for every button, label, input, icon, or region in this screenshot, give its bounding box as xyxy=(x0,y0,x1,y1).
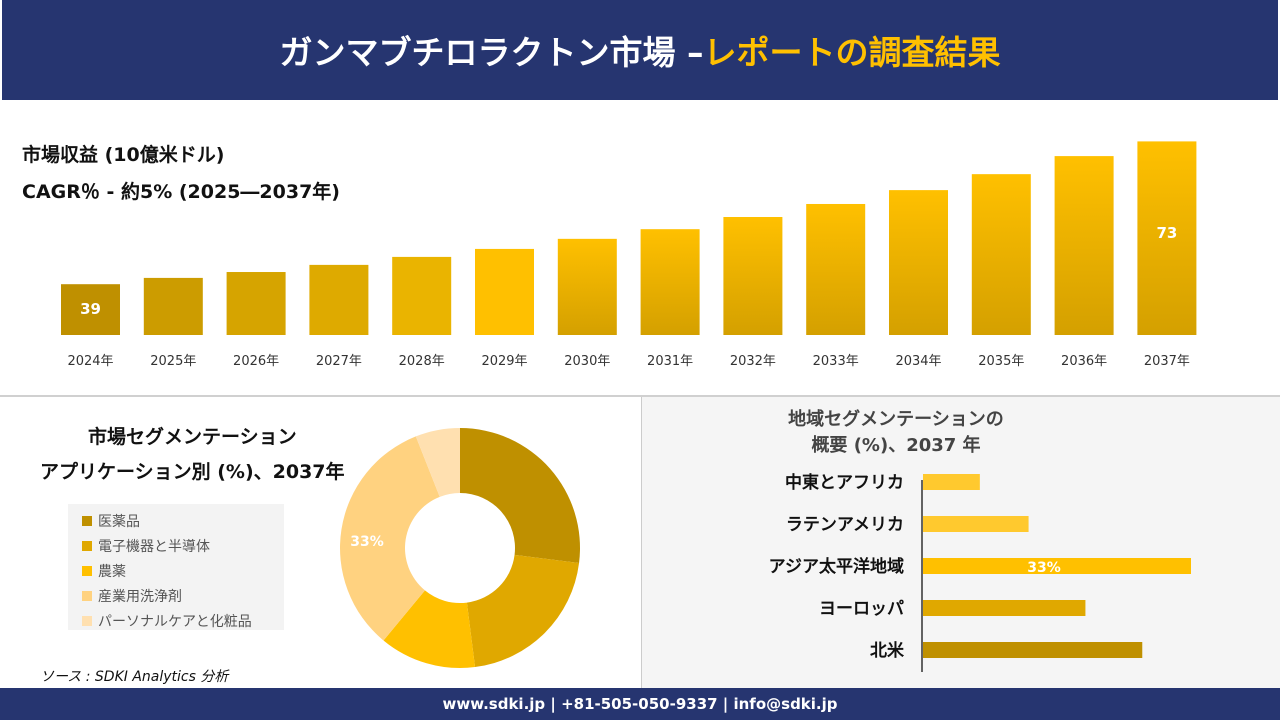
legend-swatch xyxy=(82,590,92,601)
legend-swatch xyxy=(82,565,92,576)
donut-slice xyxy=(466,554,580,668)
legend-item: 農薬 xyxy=(82,558,284,583)
donut-slice xyxy=(460,428,580,564)
revenue-bar xyxy=(640,229,700,335)
region-data-label: 33% xyxy=(1027,560,1061,576)
year-tick-label: 2035年 xyxy=(978,354,1024,369)
footer-contact: www.sdki.jp | +81-505-050-9337 | info@sd… xyxy=(0,688,1280,720)
region-bar xyxy=(923,474,980,490)
revenue-bar xyxy=(971,174,1031,335)
revenue-bar xyxy=(1054,156,1114,335)
year-tick-label: 2028年 xyxy=(399,354,445,369)
year-tick-label: 2036年 xyxy=(1061,354,1107,369)
application-title-2: アプリケーション別 (%)、2037年 xyxy=(40,461,345,483)
region-label: ヨーロッパ xyxy=(819,599,904,619)
header-banner: ガンマブチロラクトン市場 – レポートの調査結果 xyxy=(2,0,1278,100)
legend-item: 電子機器と半導体 xyxy=(82,533,284,558)
year-tick-label: 2037年 xyxy=(1144,354,1190,369)
legend-swatch xyxy=(82,540,92,551)
revenue-bar xyxy=(1137,141,1197,335)
application-legend: 医薬品電子機器と半導体 農薬産業用洗浄剤パーソナルケアと化粧品 xyxy=(68,504,284,630)
revenue-bar xyxy=(806,203,866,335)
legend-item: 産業用洗浄剤 xyxy=(82,583,284,608)
year-tick-label: 2032年 xyxy=(730,354,776,369)
revenue-bar xyxy=(889,190,948,335)
region-title-2: 概要 (%)、2037 年 xyxy=(811,435,981,456)
donut-slice xyxy=(340,436,440,641)
region-bar xyxy=(923,558,1191,574)
year-tick-label: 2030年 xyxy=(564,354,610,369)
region-bar xyxy=(923,516,1029,532)
legend-label: 医薬品 xyxy=(98,513,140,530)
legend-swatch xyxy=(82,515,92,526)
year-tick-label: 2024年 xyxy=(67,354,113,369)
title-highlight: レポートの調査結果 xyxy=(703,33,1001,72)
divider xyxy=(0,395,1280,397)
year-tick-label: 2025年 xyxy=(150,354,196,369)
bar-data-label: 73 xyxy=(1156,224,1177,242)
year-tick-label: 2034年 xyxy=(895,354,941,369)
year-tick-label: 2031年 xyxy=(647,354,693,369)
region-bar xyxy=(923,642,1143,658)
region-label: 北米 xyxy=(870,640,905,661)
cagr-label: CAGR％ - 約5% (2025―2037年) xyxy=(22,181,340,203)
bar-data-label: 39 xyxy=(80,300,101,318)
revenue-bar xyxy=(557,238,617,335)
region-title-1: 地域セグメンテーションの xyxy=(788,409,1004,430)
revenue-bar xyxy=(226,272,286,335)
legend-item: パーソナルケアと化粧品 xyxy=(82,608,284,633)
application-title-1: 市場セグメンテーション xyxy=(88,426,297,448)
legend-label: 電子機器と半導体 xyxy=(98,538,210,555)
year-tick-label: 2027年 xyxy=(316,354,362,369)
legend-label: パーソナルケアと化粧品 xyxy=(98,613,252,630)
revenue-bar xyxy=(392,256,452,335)
revenue-bar xyxy=(143,277,203,335)
revenue-bar xyxy=(475,248,534,335)
year-tick-label: 2033年 xyxy=(813,354,859,369)
year-tick-label: 2026年 xyxy=(233,354,279,369)
legend-item: 医薬品 xyxy=(82,508,284,533)
region-label: 中東とアフリカ xyxy=(785,472,904,493)
legend-label: 農薬 xyxy=(98,563,126,580)
region-bar xyxy=(923,600,1086,616)
donut-slice xyxy=(415,428,460,497)
region-panel xyxy=(641,397,1280,688)
revenue-bar xyxy=(309,264,369,335)
donut-data-label: 33% xyxy=(350,534,384,550)
source-note: ソース : SDKI Analytics 分析 xyxy=(40,669,229,685)
donut-slice xyxy=(383,590,476,669)
revenue-bar xyxy=(723,217,783,335)
region-label: ラテンアメリカ xyxy=(786,515,904,535)
legend-swatch xyxy=(82,615,92,626)
year-tick-label: 2029年 xyxy=(481,354,527,369)
revenue-bar xyxy=(61,284,120,335)
title-main: ガンマブチロラクトン市場 – xyxy=(279,33,704,72)
legend-label: 産業用洗浄剤 xyxy=(98,588,182,605)
revenue-label: 市場収益 (10億米ドル) xyxy=(22,144,225,166)
region-label: アジア太平洋地域 xyxy=(769,556,904,577)
